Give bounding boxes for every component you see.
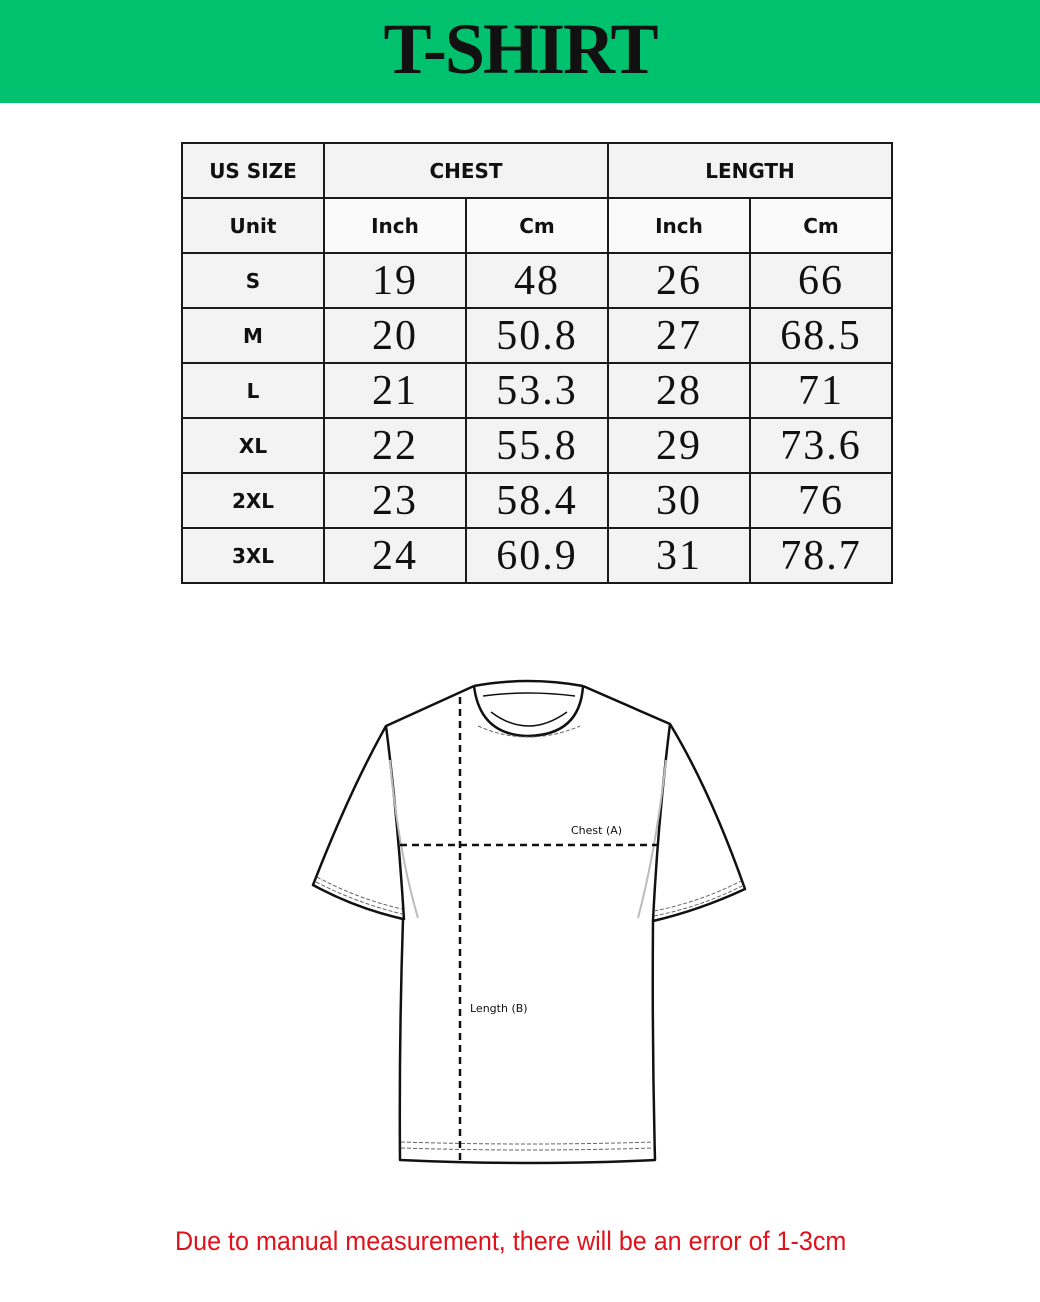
table-row: 2XL 23 58.4 30 76 bbox=[181, 472, 893, 529]
chest-cm-cell: 53.3 bbox=[465, 362, 609, 419]
size-chart-table: US SIZE CHEST LENGTH Unit Inch Cm Inch C… bbox=[181, 142, 893, 584]
length-inch-cell: 30 bbox=[607, 472, 751, 529]
unit-length-cm: Cm bbox=[749, 197, 893, 254]
tshirt-outline bbox=[311, 679, 747, 1165]
length-cm-cell: 73.6 bbox=[749, 417, 893, 474]
left-shading bbox=[389, 759, 419, 919]
chest-inch-cell: 19 bbox=[323, 252, 467, 309]
right-shading bbox=[637, 759, 667, 919]
size-cell: XL bbox=[181, 417, 325, 474]
chest-cm-cell: 48 bbox=[465, 252, 609, 309]
length-cm-cell: 68.5 bbox=[749, 307, 893, 364]
header-us-size: US SIZE bbox=[181, 142, 325, 199]
chest-inch-cell: 24 bbox=[323, 527, 467, 584]
length-cm-cell: 66 bbox=[749, 252, 893, 309]
stitching bbox=[315, 725, 743, 1151]
size-cell: M bbox=[181, 307, 325, 364]
header-length: LENGTH bbox=[607, 142, 893, 199]
page-title: T-SHIRT bbox=[383, 9, 659, 89]
chest-label: Chest (A) bbox=[571, 824, 622, 837]
length-inch-cell: 26 bbox=[607, 252, 751, 309]
chest-inch-cell: 22 bbox=[323, 417, 467, 474]
length-cm-cell: 78.7 bbox=[749, 527, 893, 584]
size-cell: S bbox=[181, 252, 325, 309]
unit-length-inch: Inch bbox=[607, 197, 751, 254]
chest-cm-cell: 50.8 bbox=[465, 307, 609, 364]
length-inch-cell: 27 bbox=[607, 307, 751, 364]
chest-cm-cell: 60.9 bbox=[465, 527, 609, 584]
chest-inch-cell: 23 bbox=[323, 472, 467, 529]
chest-cm-cell: 58.4 bbox=[465, 472, 609, 529]
table-row: M 20 50.8 27 68.5 bbox=[181, 307, 893, 364]
length-inch-cell: 29 bbox=[607, 417, 751, 474]
unit-chest-cm: Cm bbox=[465, 197, 609, 254]
table-row: XL 22 55.8 29 73.6 bbox=[181, 417, 893, 474]
table-row: L 21 53.3 28 71 bbox=[181, 362, 893, 419]
chest-cm-cell: 55.8 bbox=[465, 417, 609, 474]
unit-chest-inch: Inch bbox=[323, 197, 467, 254]
size-cell: 3XL bbox=[181, 527, 325, 584]
size-cell: L bbox=[181, 362, 325, 419]
table-header-row: US SIZE CHEST LENGTH bbox=[181, 142, 893, 199]
length-cm-cell: 71 bbox=[749, 362, 893, 419]
measurement-note: Due to manual measurement, there will be… bbox=[175, 1226, 847, 1256]
length-inch-cell: 31 bbox=[607, 527, 751, 584]
chest-inch-cell: 21 bbox=[323, 362, 467, 419]
length-cm-cell: 76 bbox=[749, 472, 893, 529]
length-label: Length (B) bbox=[470, 1002, 528, 1015]
table-unit-row: Unit Inch Cm Inch Cm bbox=[181, 197, 893, 254]
chest-inch-cell: 20 bbox=[323, 307, 467, 364]
table-row: S 19 48 26 66 bbox=[181, 252, 893, 309]
table-row: 3XL 24 60.9 31 78.7 bbox=[181, 527, 893, 584]
size-cell: 2XL bbox=[181, 472, 325, 529]
title-banner bbox=[0, 0, 1040, 103]
length-inch-cell: 28 bbox=[607, 362, 751, 419]
header-chest: CHEST bbox=[323, 142, 609, 199]
unit-label: Unit bbox=[181, 197, 325, 254]
